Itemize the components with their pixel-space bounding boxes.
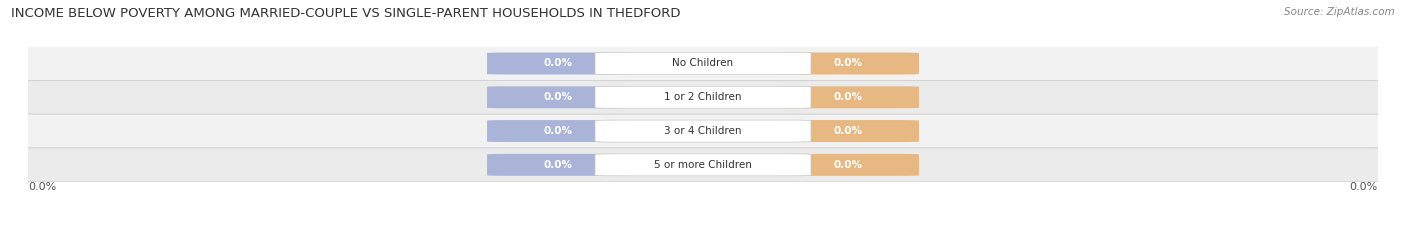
FancyBboxPatch shape xyxy=(595,52,811,75)
FancyBboxPatch shape xyxy=(486,154,628,176)
Text: 0.0%: 0.0% xyxy=(834,58,863,69)
FancyBboxPatch shape xyxy=(486,52,628,75)
FancyBboxPatch shape xyxy=(778,120,920,142)
Text: 0.0%: 0.0% xyxy=(543,126,572,136)
Text: 0.0%: 0.0% xyxy=(834,126,863,136)
FancyBboxPatch shape xyxy=(595,86,811,108)
FancyBboxPatch shape xyxy=(778,52,920,75)
Text: 0.0%: 0.0% xyxy=(834,160,863,170)
FancyBboxPatch shape xyxy=(778,154,920,176)
Text: 0.0%: 0.0% xyxy=(543,58,572,69)
Text: 0.0%: 0.0% xyxy=(543,92,572,102)
Text: 0.0%: 0.0% xyxy=(543,160,572,170)
FancyBboxPatch shape xyxy=(14,114,1392,148)
FancyBboxPatch shape xyxy=(595,154,811,176)
Text: INCOME BELOW POVERTY AMONG MARRIED-COUPLE VS SINGLE-PARENT HOUSEHOLDS IN THEDFOR: INCOME BELOW POVERTY AMONG MARRIED-COUPL… xyxy=(11,7,681,20)
Text: 1 or 2 Children: 1 or 2 Children xyxy=(664,92,742,102)
FancyBboxPatch shape xyxy=(14,148,1392,182)
Text: 0.0%: 0.0% xyxy=(834,92,863,102)
Text: 0.0%: 0.0% xyxy=(1350,182,1378,192)
Text: 0.0%: 0.0% xyxy=(28,182,56,192)
Text: 5 or more Children: 5 or more Children xyxy=(654,160,752,170)
FancyBboxPatch shape xyxy=(14,80,1392,114)
FancyBboxPatch shape xyxy=(14,47,1392,80)
Text: 3 or 4 Children: 3 or 4 Children xyxy=(664,126,742,136)
FancyBboxPatch shape xyxy=(486,120,628,142)
Text: Source: ZipAtlas.com: Source: ZipAtlas.com xyxy=(1284,7,1395,17)
FancyBboxPatch shape xyxy=(486,86,628,108)
Text: No Children: No Children xyxy=(672,58,734,69)
FancyBboxPatch shape xyxy=(595,120,811,142)
FancyBboxPatch shape xyxy=(778,86,920,108)
